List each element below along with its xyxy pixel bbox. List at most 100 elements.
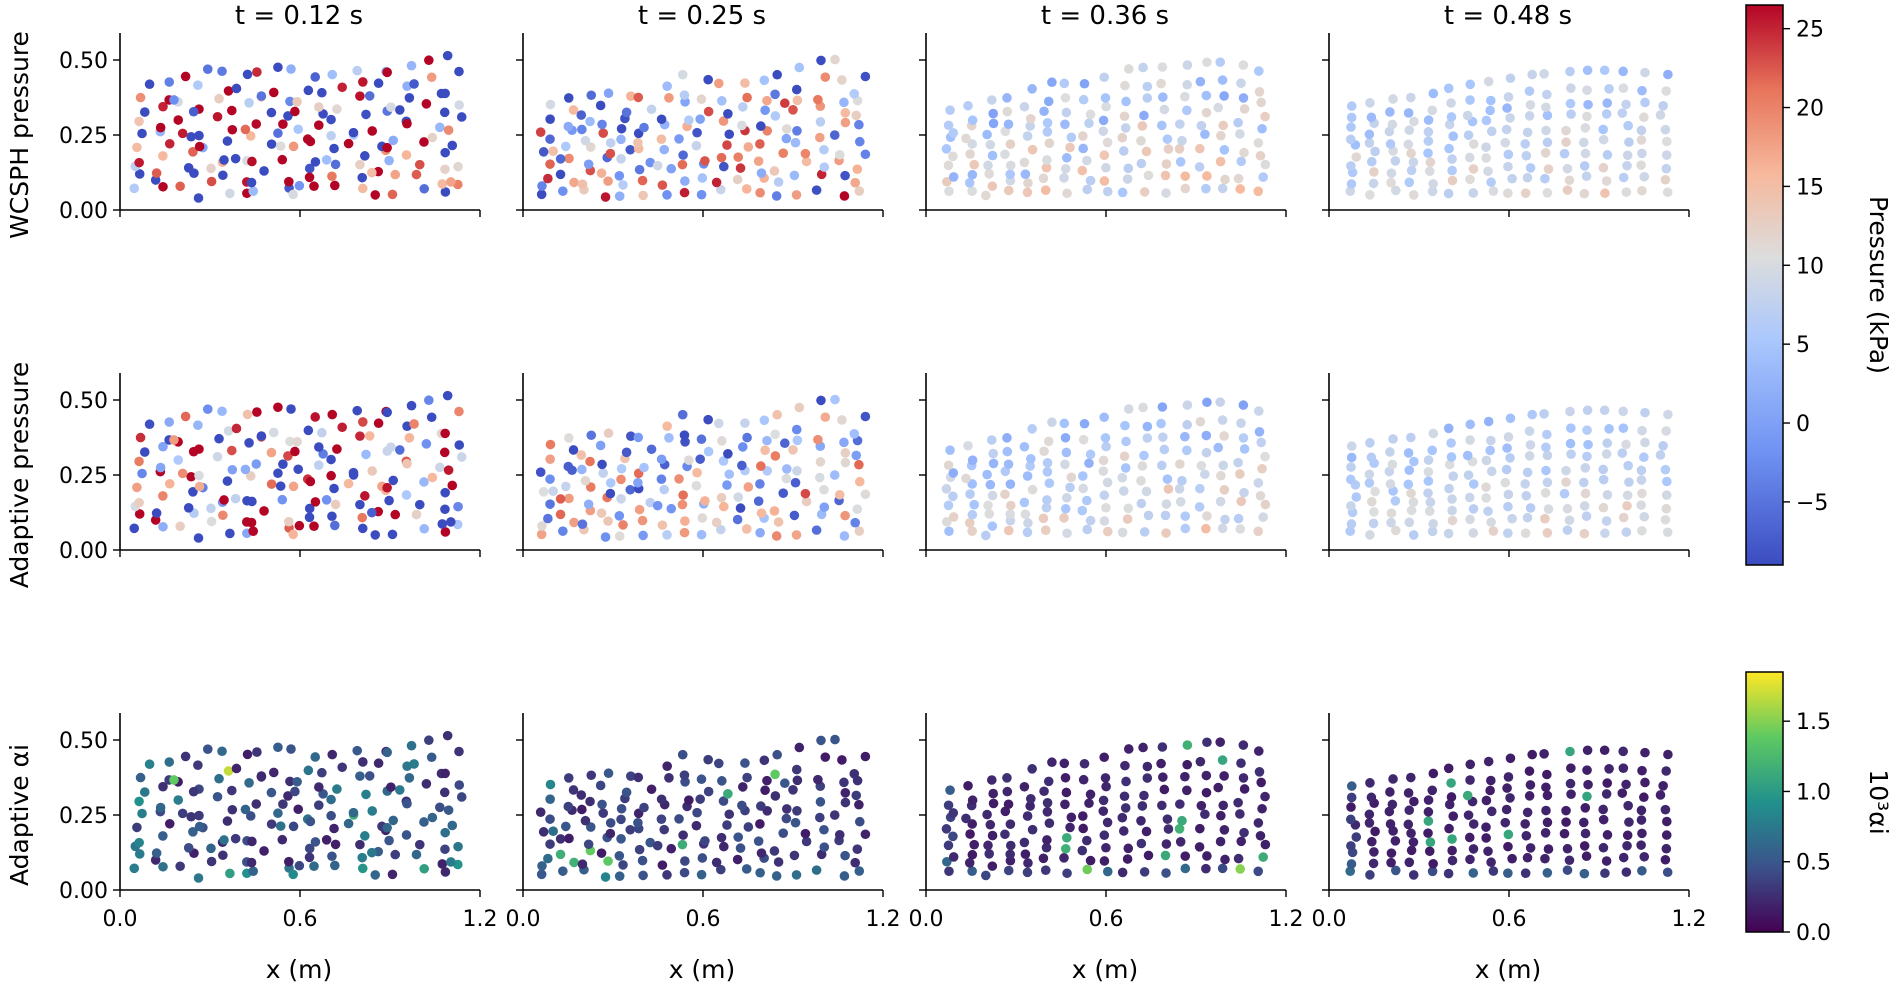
adaptive-alpha-particle — [1444, 823, 1454, 834]
adaptive-pressure-particle — [206, 516, 217, 527]
adaptive-pressure-particle — [284, 516, 294, 527]
adaptive-pressure-particle — [1424, 506, 1435, 517]
adaptive-alpha-particle — [769, 846, 780, 856]
wcsph-pressure-particle — [326, 114, 336, 125]
wcsph-pressure-particle — [158, 101, 168, 112]
adaptive-pressure-particle — [603, 516, 613, 526]
wcsph-pressure-particle — [273, 128, 283, 139]
wcsph-pressure-particle — [1566, 83, 1576, 93]
wcsph-pressure-particle — [1239, 147, 1249, 158]
wcsph-pressure-particle — [711, 177, 722, 188]
wcsph-pressure-particle — [1427, 105, 1438, 116]
wcsph-pressure-particle — [1345, 186, 1356, 196]
adaptive-alpha-particle — [1385, 819, 1396, 829]
adaptive-alpha-particle — [361, 789, 371, 800]
adaptive-alpha-particle — [193, 760, 203, 771]
wcsph-pressure-particle — [1406, 148, 1416, 159]
adaptive-pressure-particle — [309, 521, 319, 532]
adaptive-pressure-particle — [360, 491, 370, 501]
adaptive-pressure-particle — [1061, 492, 1072, 503]
adaptive-alpha-particle — [1099, 856, 1110, 866]
adaptive-pressure-particle — [605, 488, 616, 499]
adaptive-alpha-particle — [252, 747, 262, 757]
adaptive-pressure-particle — [1180, 511, 1191, 521]
wcsph-pressure-particle — [598, 128, 609, 138]
wcsph-pressure-particle — [217, 66, 227, 77]
adaptive-pressure-particle — [1161, 499, 1172, 509]
adaptive-pressure-particle — [1486, 435, 1496, 446]
adaptive-pressure-particle — [1637, 525, 1647, 536]
adaptive-alpha-particle — [724, 809, 735, 820]
adaptive-pressure-particle — [1540, 513, 1550, 524]
wcsph-pressure-particle — [330, 159, 341, 170]
wcsph-pressure-particle — [293, 124, 304, 135]
adaptive-pressure-particle — [1158, 432, 1168, 442]
wcsph-pressure-particle — [364, 91, 375, 101]
wcsph-pressure-particle — [1118, 146, 1129, 156]
adaptive-alpha-particle — [1139, 790, 1149, 801]
wcsph-pressure-particle — [964, 178, 975, 188]
adaptive-pressure-particle — [387, 529, 398, 540]
adaptive-alpha-particle — [1101, 842, 1111, 853]
adaptive-pressure-particle — [756, 508, 767, 518]
wcsph-pressure-particle — [1403, 108, 1414, 118]
adaptive-alpha-particle — [1159, 784, 1170, 795]
adaptive-pressure-particle — [1661, 426, 1671, 436]
wcsph-pressure-particle — [188, 106, 199, 117]
adaptive-alpha-particle — [723, 789, 733, 799]
wcsph-pressure-particle — [741, 184, 752, 194]
adaptive-pressure-particle — [941, 484, 952, 494]
adaptive-alpha-particle — [1463, 810, 1474, 820]
adaptive-alpha-particle — [1257, 803, 1267, 814]
adaptive-alpha-particle — [1462, 790, 1473, 801]
wcsph-pressure-particle — [259, 166, 269, 176]
adaptive-alpha-particle — [1195, 823, 1205, 834]
adaptive-pressure-particle — [1443, 528, 1454, 539]
adaptive-pressure-particle — [1002, 446, 1013, 457]
adaptive-alpha-particle — [1524, 791, 1535, 801]
wcsph-pressure-particle — [1044, 138, 1055, 149]
adaptive-pressure-particle — [948, 491, 958, 502]
wcsph-pressure-particle — [1488, 186, 1499, 196]
adaptive-alpha-particle — [1258, 852, 1268, 862]
adaptive-alpha-particle — [384, 835, 394, 846]
adaptive-pressure-particle — [137, 468, 147, 479]
adaptive-pressure-particle — [770, 451, 781, 461]
adaptive-alpha-particle — [737, 782, 748, 792]
wcsph-pressure-particle — [285, 96, 295, 107]
adaptive-alpha-particle — [1488, 866, 1499, 876]
wcsph-pressure-particle — [134, 157, 144, 168]
pressure-colorbar-label: Pressure (kPa) — [1864, 196, 1892, 374]
adaptive-alpha-particle — [1468, 868, 1479, 878]
wcsph-pressure-particle — [740, 78, 750, 88]
adaptive-pressure-particle — [652, 500, 663, 511]
adaptive-pressure-particle — [1624, 477, 1634, 487]
wcsph-pressure-particle — [355, 91, 365, 101]
adaptive-alpha-particle — [421, 779, 432, 789]
wcsph-pressure-particle — [790, 137, 801, 148]
wcsph-pressure-particle — [1542, 188, 1553, 198]
wcsph-pressure-particle — [605, 138, 616, 148]
wcsph-pressure-particle — [1465, 174, 1475, 185]
adaptive-pressure-particle — [1156, 418, 1166, 429]
wcsph-pressure-particle — [1201, 183, 1211, 194]
adaptive-pressure-particle — [792, 435, 803, 446]
adaptive-alpha-particle — [1403, 788, 1414, 798]
adaptive-pressure-particle — [545, 474, 555, 484]
pressure-colorbar-tick-label: 0 — [1796, 412, 1810, 437]
wcsph-pressure-particle — [982, 129, 992, 140]
adaptive-alpha-particle — [1540, 853, 1550, 864]
adaptive-pressure-particle — [819, 484, 829, 495]
adaptive-pressure-particle — [800, 488, 811, 499]
adaptive-alpha-particle — [180, 751, 191, 762]
adaptive-pressure-particle — [854, 526, 865, 536]
adaptive-alpha-particle — [1444, 799, 1455, 810]
adaptive-pressure-particle — [409, 419, 419, 429]
adaptive-pressure-particle — [691, 480, 702, 491]
adaptive-alpha-particle — [439, 787, 450, 798]
adaptive-pressure-particle — [1423, 467, 1434, 477]
adaptive-pressure-particle — [1618, 512, 1629, 523]
wcsph-pressure-particle — [1621, 187, 1632, 197]
adaptive-pressure-particle — [273, 402, 283, 413]
